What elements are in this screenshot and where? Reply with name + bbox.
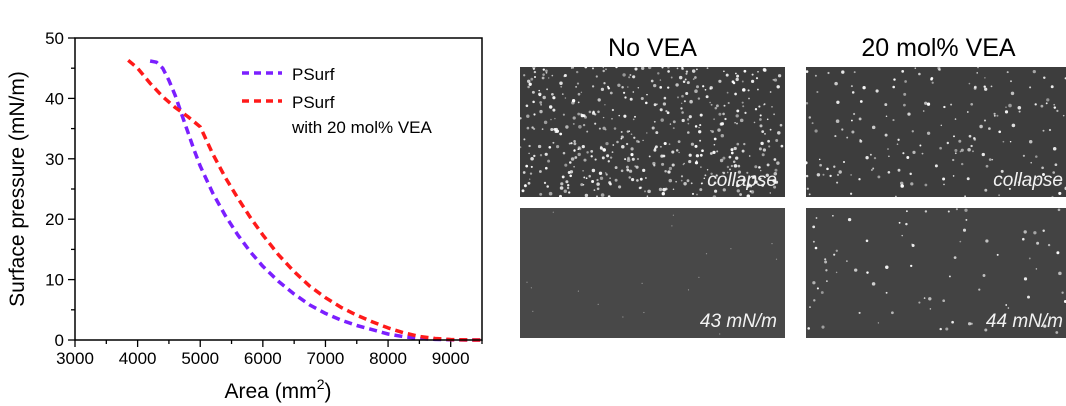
x-tick-label: 7000 [307, 349, 345, 368]
x-axis-label-superscript: 2 [317, 376, 325, 392]
micrograph-image [520, 67, 785, 197]
legend-label-psurf-vea-line2: with 20 mol% VEA [291, 118, 432, 137]
series-line-0 [149, 59, 482, 342]
x-tick-label: 4000 [119, 349, 157, 368]
column-title-no-vea: No VEA [608, 34, 697, 62]
x-tick-label: 9000 [432, 349, 470, 368]
axis-ticks [68, 37, 483, 347]
tick-labels: 3000 4000 5000 6000 7000 8000 9000 0 10 20 30 40 50 [45, 29, 470, 368]
y-tick-label: 50 [45, 29, 64, 48]
y-tick-label: 40 [45, 89, 64, 108]
column-title-20-vea: 20 mol% VEA [861, 34, 1016, 62]
micrograph-image [806, 67, 1066, 197]
micrograph-no-vea-collapse: collapse [520, 67, 785, 197]
x-tick-label: 6000 [244, 349, 282, 368]
micrograph-label: 44 mN/m [985, 311, 1063, 332]
micrograph-20-vea-collapse: collapse [806, 67, 1066, 197]
y-tick-label: 10 [45, 271, 64, 290]
x-tick-label: 8000 [369, 349, 407, 368]
micrograph-label: collapse [707, 170, 777, 191]
micrograph-label: collapse [993, 170, 1063, 191]
series-lines [127, 58, 483, 342]
legend-label-psurf-vea-line1: PSurf [292, 93, 335, 112]
micrograph-20-vea-44: 44 mN/m [806, 208, 1066, 338]
y-tick-label: 0 [55, 331, 64, 350]
legend-label-psurf: PSurf [292, 65, 335, 84]
y-tick-label: 30 [45, 150, 64, 169]
micrograph-no-vea-43: 43 mN/m [520, 208, 785, 338]
legend: PSurf PSurf with 20 mol% VEA [242, 65, 432, 137]
x-axis-label: Area (mm2) [225, 376, 332, 403]
micrograph-image [520, 208, 785, 338]
plot-frame [74, 37, 483, 341]
micrograph-image [806, 208, 1066, 338]
micrograph-label: 43 mN/m [699, 311, 777, 332]
y-axis-label: Surface pressure (mN/m) [6, 71, 29, 307]
x-tick-label: 5000 [181, 349, 219, 368]
x-tick-label: 3000 [56, 349, 94, 368]
y-tick-label: 20 [45, 210, 64, 229]
series-line-1 [127, 58, 483, 342]
isotherm-chart: 3000 4000 5000 6000 7000 8000 900001020304050 … [6, 29, 483, 403]
